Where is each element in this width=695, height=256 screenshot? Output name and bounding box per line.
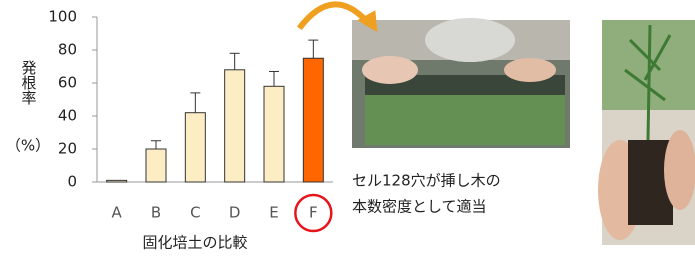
page: セル128穴が挿し木の 本数密度として適当 発根率 （%） 固化培土の比較 0 2… xyxy=(0,0,695,256)
x-tick-label: C xyxy=(190,204,200,222)
x-tick-label: F xyxy=(309,204,318,222)
bar xyxy=(264,86,284,182)
bar xyxy=(225,70,245,182)
y-tick-label: 60 xyxy=(58,74,77,92)
caption-line: セル128穴が挿し木の xyxy=(352,172,501,190)
y-tick-label: 40 xyxy=(58,107,77,125)
x-tick-label: D xyxy=(229,204,241,222)
y-axis-label: 発根率 xyxy=(20,60,38,105)
caption-line: 本数密度として適当 xyxy=(352,198,487,216)
photo-seedling xyxy=(598,20,695,245)
y-tick-label: 80 xyxy=(58,41,77,59)
y-tick-label: 100 xyxy=(48,8,77,26)
y-axis-unit: （%） xyxy=(6,137,50,155)
x-tick-label: A xyxy=(112,204,123,222)
x-tick-label: E xyxy=(269,204,278,222)
y-tick-label: 20 xyxy=(58,140,77,158)
bar xyxy=(107,180,127,182)
bar xyxy=(303,58,323,182)
x-axis-label: 固化培土の比較 xyxy=(142,234,247,252)
y-tick-label: 0 xyxy=(67,173,77,191)
bar xyxy=(146,149,166,182)
photo-cuttings xyxy=(352,18,570,148)
bar xyxy=(185,113,205,182)
x-tick-label: B xyxy=(151,204,161,222)
